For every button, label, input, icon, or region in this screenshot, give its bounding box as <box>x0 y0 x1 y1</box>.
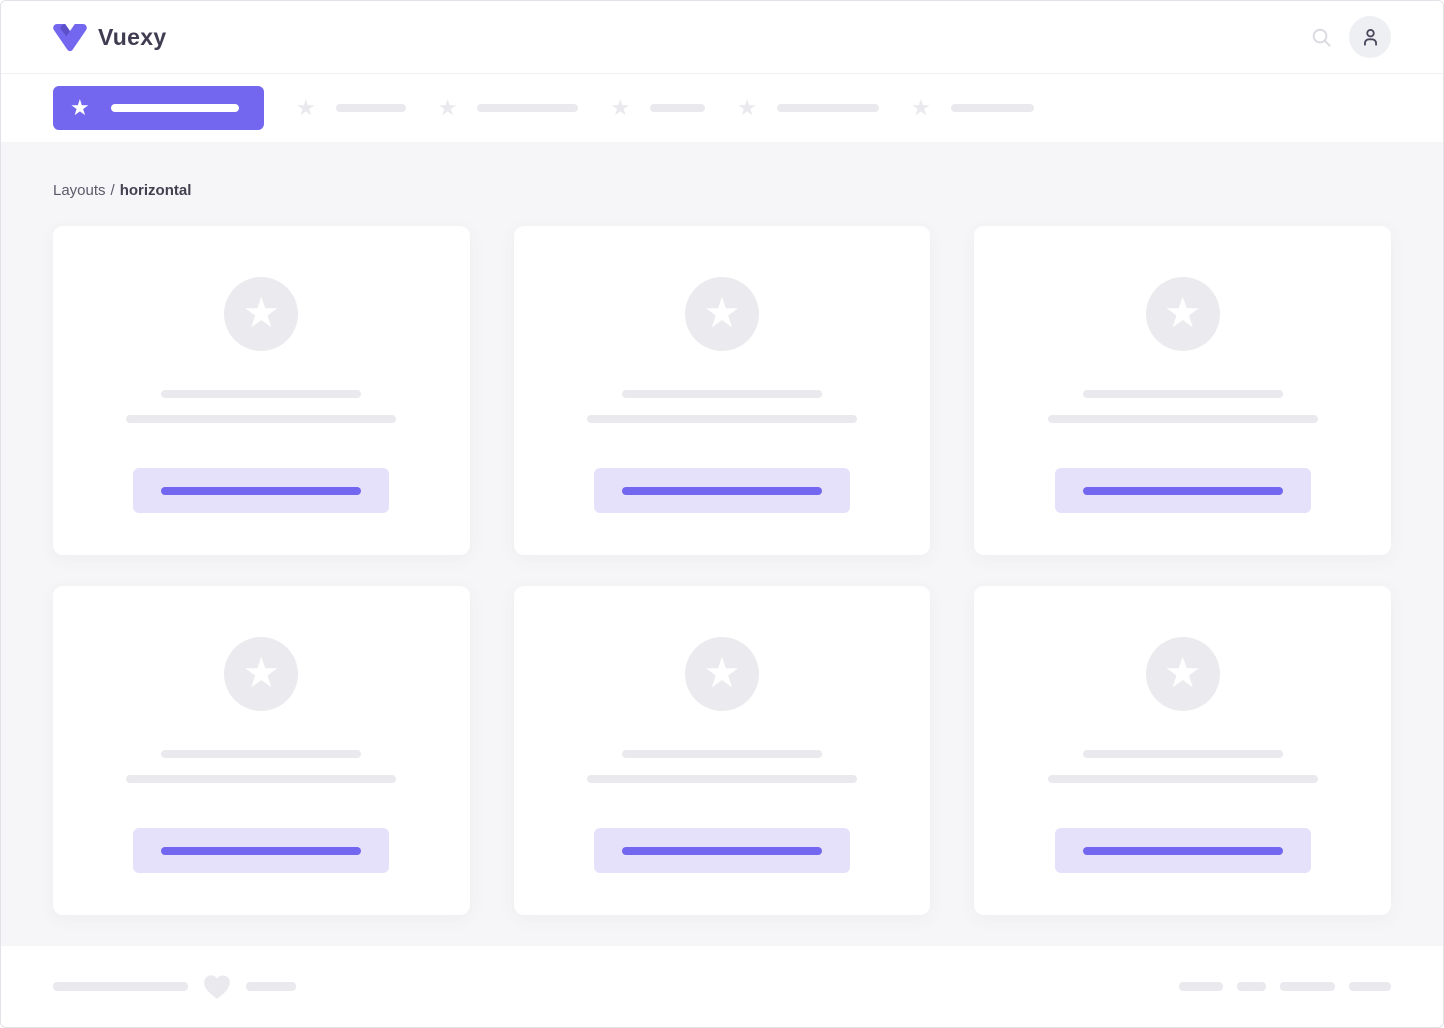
horizontal-nav: ★ ★ ★ ★ ★ ★ <box>1 74 1443 142</box>
title-placeholder <box>621 390 822 398</box>
subtitle-placeholder <box>126 415 397 423</box>
title-placeholder <box>1082 750 1283 758</box>
nav-label-placeholder <box>477 104 579 112</box>
nav-item-placeholder[interactable]: ★ <box>737 97 879 119</box>
avatar-circle-placeholder: ★ <box>1145 637 1220 711</box>
card-action-button[interactable] <box>593 468 850 513</box>
title-placeholder <box>161 750 362 758</box>
title-placeholder <box>621 750 822 758</box>
card-action-button[interactable] <box>593 828 850 873</box>
card-action-button[interactable] <box>133 828 390 873</box>
subtitle-placeholder <box>1047 775 1318 783</box>
card-action-button[interactable] <box>1054 468 1311 513</box>
star-icon: ★ <box>437 95 458 120</box>
button-label-placeholder <box>161 846 362 855</box>
star-icon: ★ <box>910 95 931 120</box>
star-icon: ★ <box>70 95 90 120</box>
heart-icon <box>203 974 231 1000</box>
footer-link-placeholder[interactable] <box>1179 982 1223 991</box>
title-placeholder <box>1082 390 1283 398</box>
button-label-placeholder <box>161 486 362 495</box>
credit-placeholder <box>246 982 296 991</box>
nav-label-placeholder <box>650 104 706 112</box>
placeholder-card: ★ <box>53 586 470 915</box>
star-icon: ★ <box>703 648 741 696</box>
nav-label-placeholder <box>110 104 239 112</box>
footer-link-placeholder[interactable] <box>1280 982 1335 991</box>
subtitle-placeholder <box>586 775 857 783</box>
vuexy-logo-icon <box>53 23 87 52</box>
nav-item-placeholder[interactable]: ★ <box>296 97 406 119</box>
app-footer <box>1 946 1443 1027</box>
title-placeholder <box>161 390 362 398</box>
nav-item-placeholder[interactable]: ★ <box>911 97 1034 119</box>
button-label-placeholder <box>1082 846 1283 855</box>
person-icon <box>1359 26 1382 49</box>
header-actions <box>1310 16 1391 58</box>
placeholder-card: ★ <box>513 586 931 915</box>
nav-item-placeholder[interactable]: ★ <box>438 97 579 119</box>
breadcrumb: Layouts / horizontal <box>53 182 1391 200</box>
breadcrumb-separator: / <box>110 182 115 199</box>
placeholder-card: ★ <box>53 226 470 555</box>
avatar-circle-placeholder: ★ <box>224 277 299 351</box>
footer-link-placeholder[interactable] <box>1349 982 1391 991</box>
brand-logo[interactable]: Vuexy <box>53 23 166 52</box>
nav-label-placeholder <box>335 104 406 112</box>
breadcrumb-section[interactable]: Layouts <box>53 182 106 199</box>
avatar-circle-placeholder: ★ <box>1145 277 1220 351</box>
placeholder-card: ★ <box>974 586 1391 915</box>
card-action-button[interactable] <box>133 468 390 513</box>
card-action-button[interactable] <box>1054 828 1311 873</box>
star-icon: ★ <box>1163 288 1202 336</box>
app-header: Vuexy <box>1 1 1443 74</box>
star-icon: ★ <box>242 648 281 696</box>
subtitle-placeholder <box>1047 415 1318 423</box>
button-label-placeholder <box>1082 486 1283 495</box>
star-icon: ★ <box>703 288 741 336</box>
brand-name: Vuexy <box>98 23 167 50</box>
page-content: Layouts / horizontal ★ ★ <box>1 182 1443 915</box>
search-icon[interactable] <box>1310 26 1333 49</box>
nav-label-placeholder <box>776 104 879 112</box>
breadcrumb-current: horizontal <box>119 182 192 199</box>
star-icon: ★ <box>737 95 757 120</box>
footer-links <box>1179 982 1391 991</box>
star-icon: ★ <box>242 288 281 336</box>
button-label-placeholder <box>621 846 822 855</box>
avatar-circle-placeholder: ★ <box>684 637 759 711</box>
avatar-circle-placeholder: ★ <box>684 277 759 351</box>
star-icon: ★ <box>296 95 316 120</box>
copyright-placeholder <box>53 982 188 991</box>
placeholder-card: ★ <box>974 226 1391 555</box>
subtitle-placeholder <box>126 775 397 783</box>
star-icon: ★ <box>1163 648 1202 696</box>
user-avatar[interactable] <box>1349 16 1391 58</box>
footer-left <box>53 974 296 1000</box>
subtitle-placeholder <box>586 415 857 423</box>
avatar-circle-placeholder: ★ <box>224 637 299 711</box>
footer-link-placeholder[interactable] <box>1237 982 1266 991</box>
nav-item-placeholder[interactable]: ★ <box>610 95 706 120</box>
placeholder-card: ★ <box>513 226 931 555</box>
button-label-placeholder <box>621 486 822 495</box>
star-icon: ★ <box>610 95 631 120</box>
nav-label-placeholder <box>950 104 1034 112</box>
card-grid: ★ ★ <box>53 226 1391 915</box>
nav-item-active[interactable]: ★ <box>53 86 264 130</box>
